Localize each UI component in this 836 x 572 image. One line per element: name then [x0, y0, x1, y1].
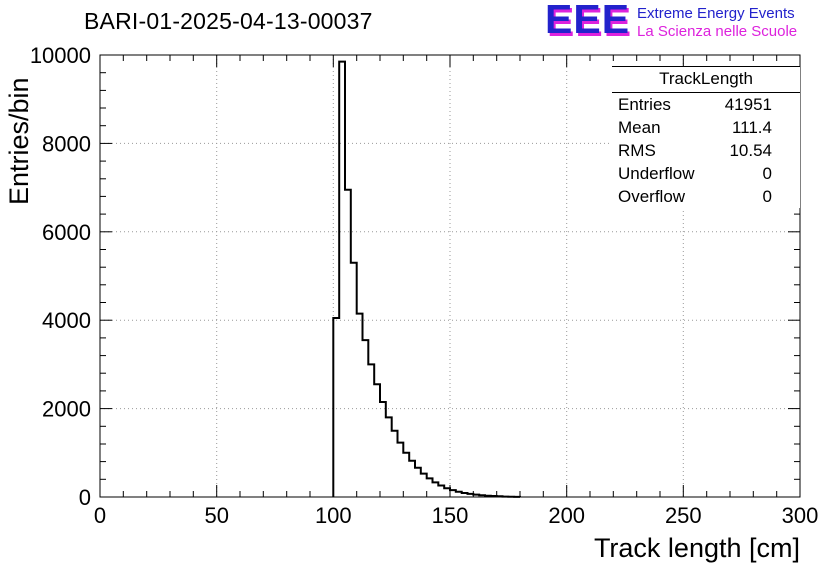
y-tick-label: 8000: [42, 131, 91, 156]
stats-row-overflow: Overflow 0: [612, 185, 800, 208]
stat-label: Entries: [618, 95, 671, 114]
x-tick-label: 200: [548, 503, 585, 528]
logo-tagline-it: La Scienza nelle Scuole: [637, 23, 798, 40]
x-tick-label: 0: [94, 503, 106, 528]
eee-logo-mark: EEE: [545, 0, 631, 42]
y-axis-title: Entries/bin: [4, 77, 34, 205]
stats-row-entries: Entries 41951: [612, 93, 800, 116]
x-axis-title: Track length [cm]: [594, 533, 800, 563]
stat-value: 111.4: [731, 118, 772, 137]
y-tick-label: 10000: [30, 43, 91, 68]
logo-tagline-en: Extreme Energy Events: [637, 5, 795, 22]
x-tick-label: 50: [204, 503, 228, 528]
stats-box: TrackLength Entries 41951 Mean 111.4 RMS…: [612, 66, 800, 208]
stat-value: 10.54: [729, 141, 772, 160]
stat-label: Underflow: [618, 164, 695, 183]
stat-label: Mean: [618, 118, 661, 137]
y-tick-label: 4000: [42, 308, 91, 333]
eee-logo: EEE Extreme Energy Events La Scienza nel…: [545, 0, 797, 42]
chart-frame: [99, 54, 801, 498]
stats-title: TrackLength: [612, 67, 800, 93]
stat-value: 41951: [724, 95, 772, 114]
histogram-line: [332, 60, 521, 498]
stats-row-underflow: Underflow 0: [612, 162, 800, 185]
stats-row-rms: RMS 10.54: [612, 139, 800, 162]
stat-value: 0: [762, 187, 772, 206]
stat-value: 0: [762, 164, 772, 183]
x-tick-label: 150: [432, 503, 469, 528]
x-tick-label: 300: [782, 503, 819, 528]
stat-label: RMS: [618, 141, 656, 160]
y-tick-label: 2000: [42, 397, 91, 422]
stats-row-mean: Mean 111.4: [612, 116, 800, 139]
stat-label: Overflow: [618, 187, 686, 206]
y-tick-label: 0: [79, 485, 91, 510]
y-tick-label: 6000: [42, 220, 91, 245]
x-tick-label: 100: [315, 503, 352, 528]
x-tick-label: 250: [665, 503, 702, 528]
plot-title: BARI-01-2025-04-13-00037: [84, 8, 373, 34]
eee-logo-taglines: Extreme Energy Events La Scienza nelle S…: [637, 2, 797, 41]
